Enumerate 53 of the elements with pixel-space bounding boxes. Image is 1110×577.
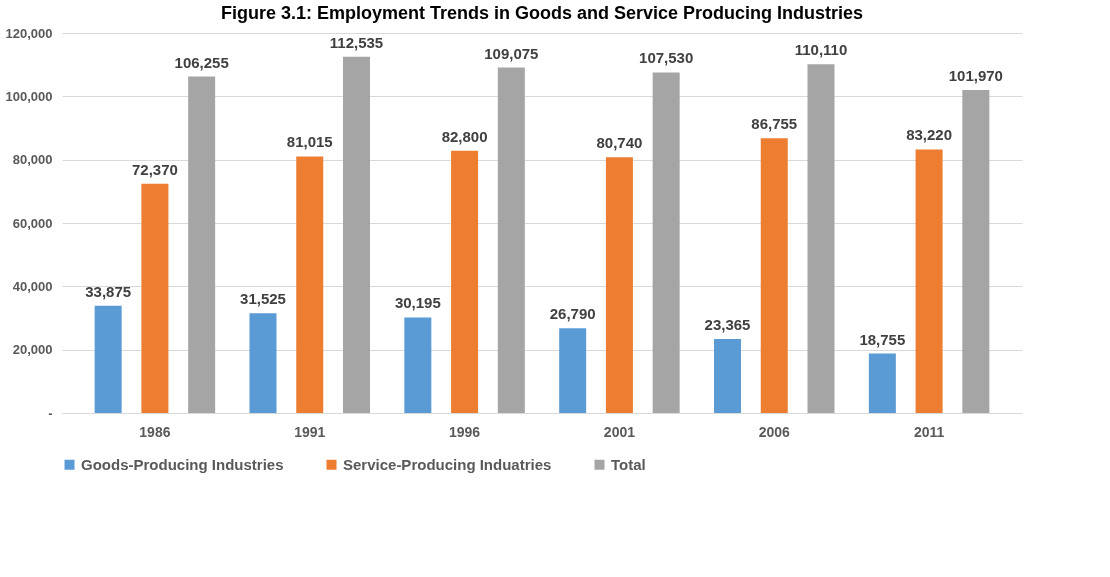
y-tick-label: 40,000 xyxy=(12,278,53,294)
legend-label: Total xyxy=(611,455,646,473)
bar xyxy=(962,90,990,413)
bar xyxy=(404,317,432,413)
data-label: 101,970 xyxy=(948,67,1003,85)
data-label: 82,800 xyxy=(441,127,488,145)
data-label: 81,015 xyxy=(286,133,333,151)
bar xyxy=(342,56,370,413)
legend-label: Service-Producing Induatries xyxy=(343,455,552,473)
x-tick-label: 2001 xyxy=(603,423,636,440)
legend-label: Goods-Producing Industries xyxy=(81,455,284,473)
y-tick-label: 120,000 xyxy=(5,25,53,41)
data-label: 86,755 xyxy=(751,115,798,133)
data-label: 110,110 xyxy=(794,41,848,59)
data-label: 109,075 xyxy=(484,44,539,62)
data-label: 33,875 xyxy=(85,282,132,300)
bar xyxy=(652,72,680,413)
x-tick-label: 2006 xyxy=(758,423,791,440)
bar xyxy=(714,339,742,413)
x-tick-label: 1991 xyxy=(294,423,326,440)
y-tick-label: 80,000 xyxy=(12,152,53,168)
bar xyxy=(760,138,788,413)
chart-title: Figure 3.1: Employment Trends in Goods and Service Producing Industries xyxy=(220,3,864,23)
y-tick-label: 60,000 xyxy=(12,215,53,231)
data-label: 26,790 xyxy=(549,305,596,323)
data-label: 80,740 xyxy=(596,134,643,152)
bar xyxy=(868,353,896,413)
bar xyxy=(141,183,169,413)
y-tick-label: 20,000 xyxy=(12,342,53,358)
x-tick-label: 2011 xyxy=(913,423,945,440)
bar xyxy=(451,150,479,413)
bar xyxy=(94,305,122,413)
data-label: 18,755 xyxy=(859,330,906,348)
data-label: 106,255 xyxy=(174,53,229,71)
bar xyxy=(807,64,835,413)
data-label: 31,525 xyxy=(240,290,286,308)
data-label: 30,195 xyxy=(394,294,441,312)
bar xyxy=(915,149,943,413)
x-tick-label: 1986 xyxy=(139,423,171,440)
data-label: 72,370 xyxy=(131,160,178,178)
bar xyxy=(188,76,216,413)
x-tick-label: 1996 xyxy=(449,423,481,440)
bar xyxy=(497,67,525,413)
y-tick-label: 100,000 xyxy=(5,88,53,104)
bar xyxy=(559,328,587,413)
bar xyxy=(296,156,324,413)
data-label: 107,530 xyxy=(639,49,694,67)
data-label: 112,535 xyxy=(329,33,384,51)
bar xyxy=(249,313,277,413)
bar xyxy=(605,157,633,413)
data-label: 23,365 xyxy=(704,316,751,334)
data-label: 83,220 xyxy=(906,126,953,144)
y-tick-label: - xyxy=(48,405,53,421)
